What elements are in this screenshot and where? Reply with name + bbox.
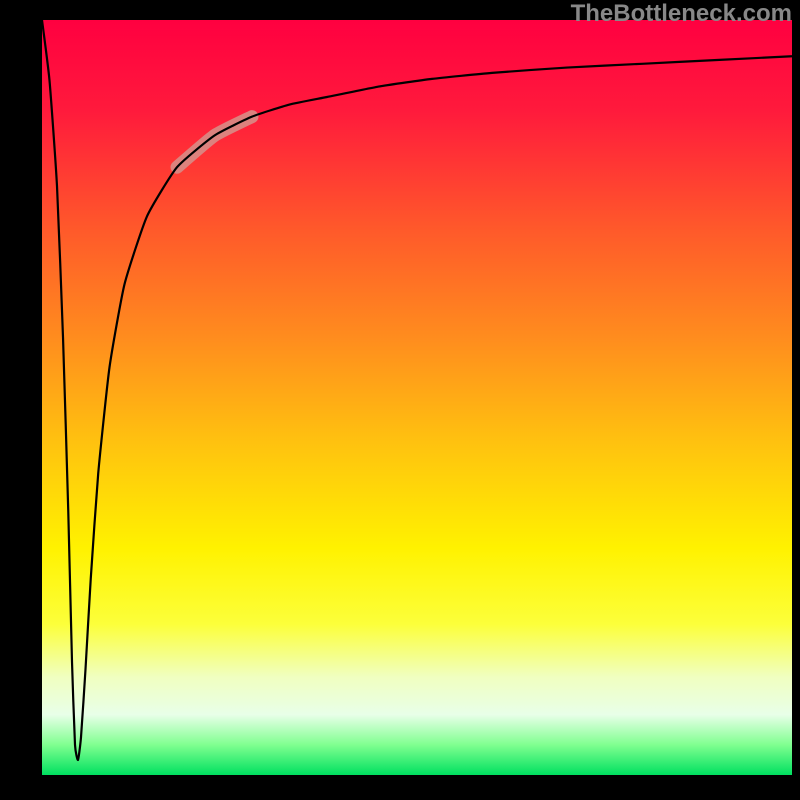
watermark-text: TheBottleneck.com	[571, 0, 792, 28]
plot-background	[42, 20, 792, 775]
chart-svg	[42, 20, 792, 775]
chart-frame: TheBottleneck.com	[0, 0, 800, 800]
